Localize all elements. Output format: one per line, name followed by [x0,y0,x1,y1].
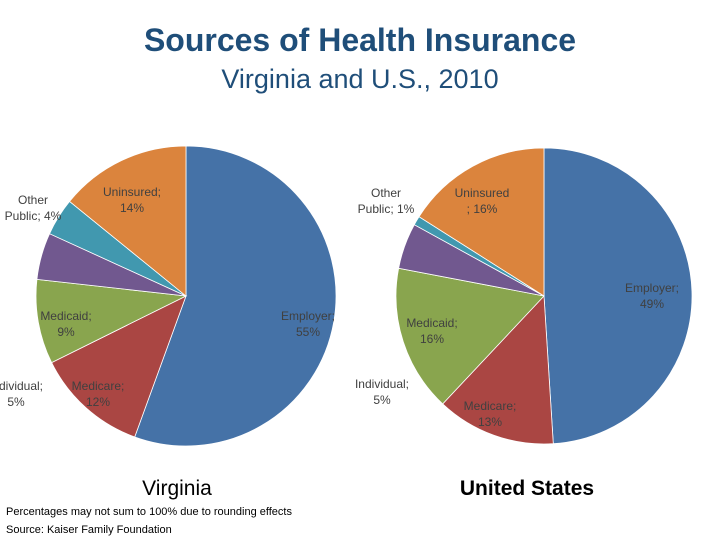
page-title: Sources of Health Insurance [143,22,577,58]
other-public-label: Other Public; 1% [358,186,415,216]
medicare-slice [51,295,187,438]
other-public-label: Other Public; 4% [5,193,62,223]
medicaid-label: Medicaid; 16% [406,316,457,346]
individual-label: Individual;5% [0,379,43,409]
employer-slice [134,145,337,447]
medicaid-slice [395,267,545,405]
employer-label: Employer; 55% [281,309,335,339]
medicare-label: Medicare; 13% [464,399,517,429]
footnote: Percentages may not sum to 100% due to r… [6,506,292,518]
uninsured-label: Uninsured; 16% [455,186,510,216]
medicare-label: Medicare; 12% [72,379,125,409]
uninsured-slice [418,147,545,297]
page-subtitle: Virginia and U.S., 2010 [221,64,499,94]
virginia-chart-title: Virginia [142,477,212,500]
united-states-pie: Employer; 49% Medicare; 13% Medicaid; 16% Indi… [355,147,693,445]
employer-label: Employer; 49% [625,281,679,311]
individual-label: Individual;5% [355,377,409,407]
uninsured-slice [69,145,187,297]
medicaid-slice [35,278,188,364]
employer-slice [543,147,693,445]
source-note: Source: Kaiser Family Foundation [6,524,172,536]
medicaid-label: Medicaid; 9% [40,309,91,339]
united-states-chart-title: United States [460,477,594,500]
uninsured-label: Uninsured; 14% [103,185,161,215]
virginia-pie: Employer;55% Medicare;12% Medicaid;9% Indiv… [0,145,337,447]
medicare-slice [442,295,554,445]
